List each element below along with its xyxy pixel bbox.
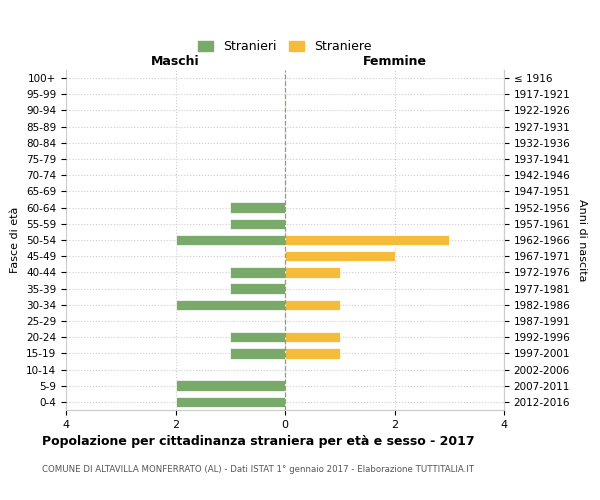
Legend: Stranieri, Straniere: Stranieri, Straniere [193,36,377,59]
Bar [176,300,285,310]
Y-axis label: Fasce di età: Fasce di età [10,207,20,273]
Bar [230,202,285,213]
Bar [230,348,285,358]
Text: COMUNE DI ALTAVILLA MONFERRATO (AL) - Dati ISTAT 1° gennaio 2017 - Elaborazione : COMUNE DI ALTAVILLA MONFERRATO (AL) - Da… [42,465,474,474]
Y-axis label: Anni di nascita: Anni di nascita [577,198,587,281]
Bar [176,380,285,391]
Bar [285,251,395,262]
Bar [230,218,285,229]
Bar [285,348,340,358]
Bar [230,267,285,278]
Bar [230,332,285,342]
Text: Femmine: Femmine [362,54,427,68]
Bar [285,300,340,310]
Text: Popolazione per cittadinanza straniera per età e sesso - 2017: Popolazione per cittadinanza straniera p… [42,435,475,448]
Bar [230,284,285,294]
Text: Maschi: Maschi [151,54,200,68]
Bar [285,267,340,278]
Bar [176,396,285,407]
Bar [285,234,449,246]
Bar [285,332,340,342]
Bar [176,234,285,246]
